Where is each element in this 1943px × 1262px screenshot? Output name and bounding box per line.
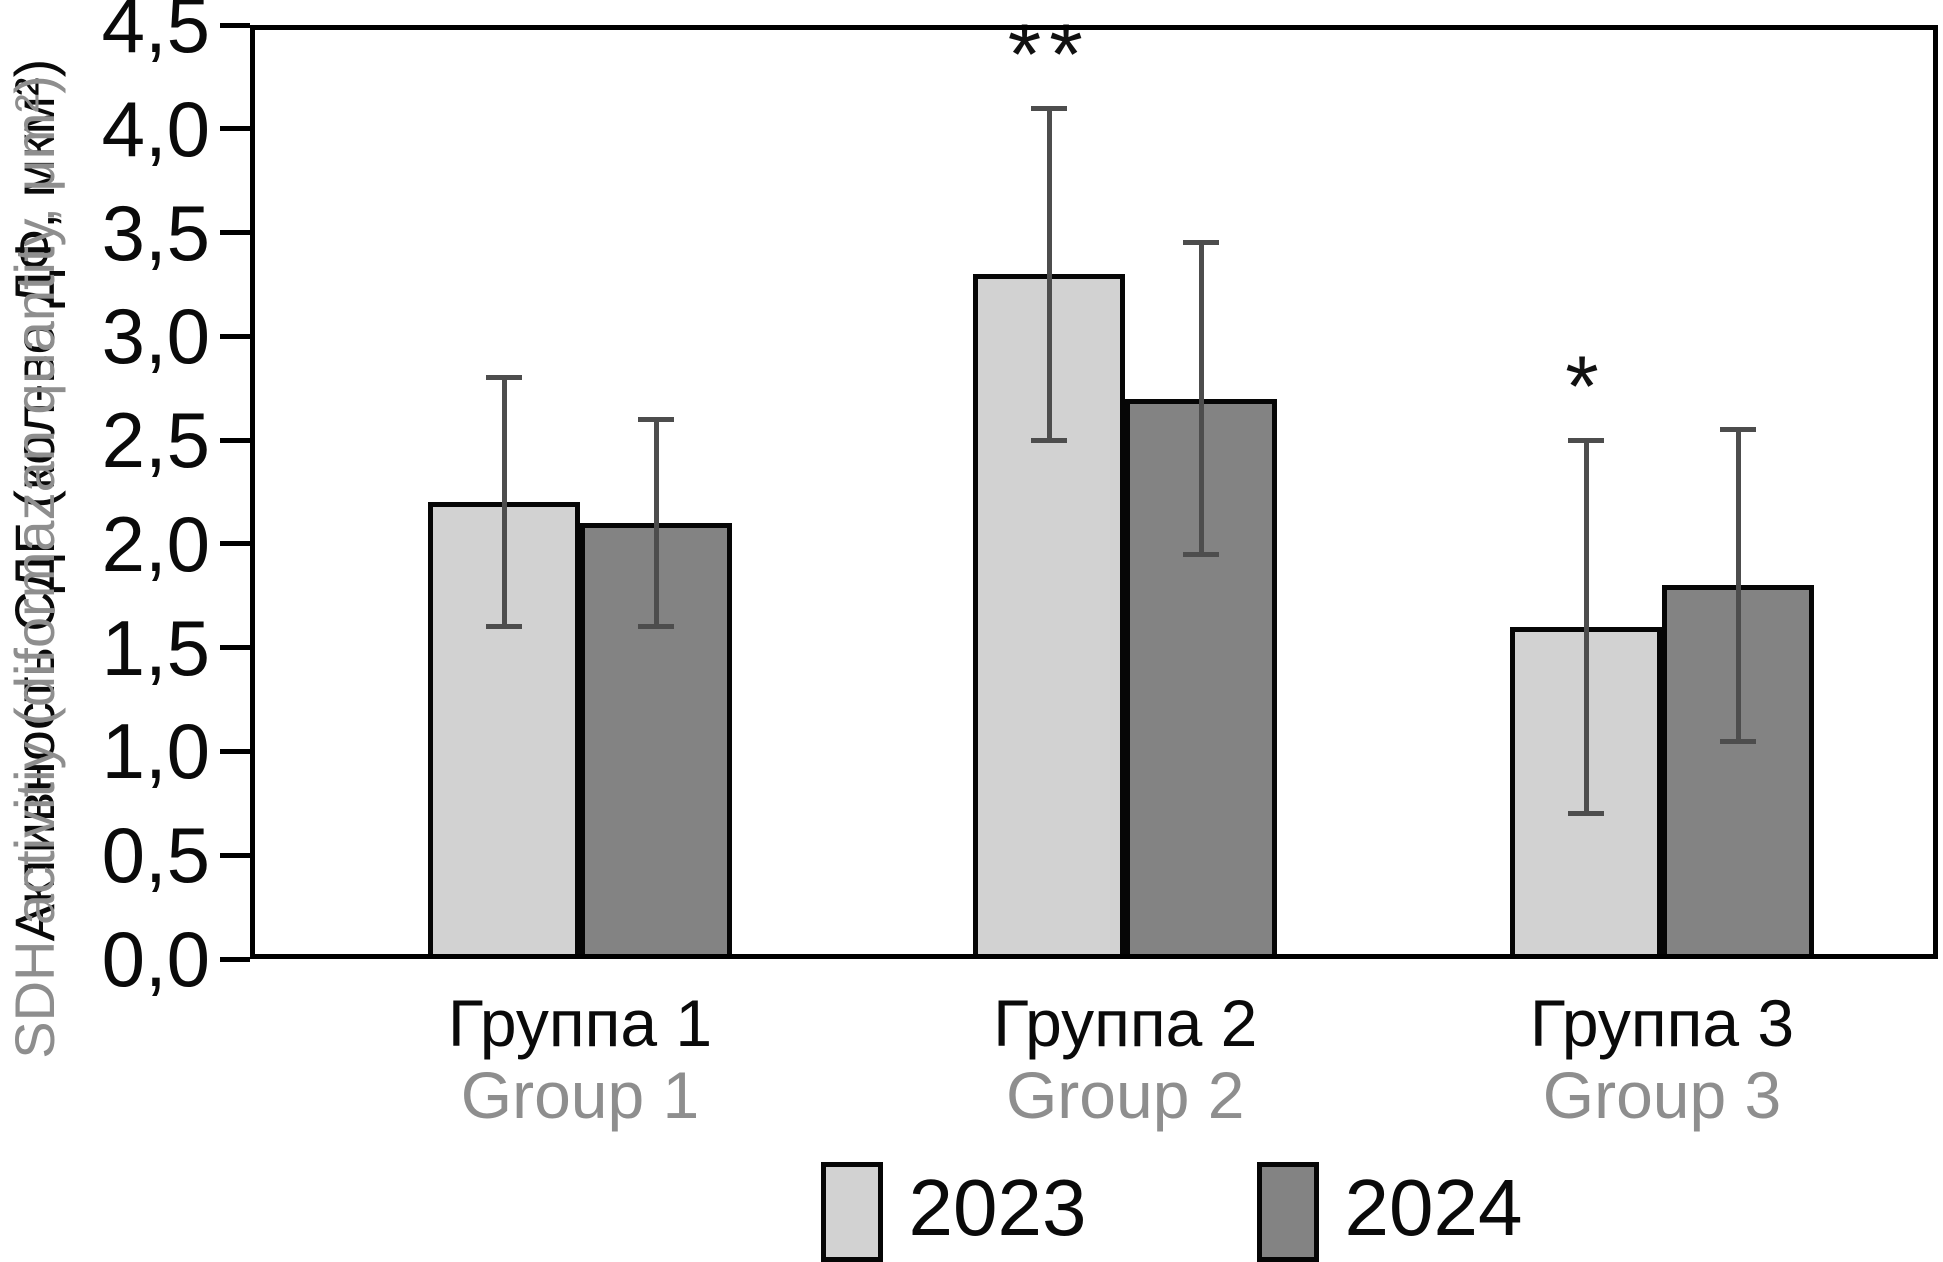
y-axis-tick-label: 1,0	[101, 707, 210, 796]
error-bar-cap-bottom	[1720, 738, 1756, 744]
y-axis-tick	[220, 437, 250, 443]
error-bar-cap-bottom	[1568, 811, 1604, 817]
x-category-group-2: Группа 2 Group 2	[815, 988, 1435, 1130]
y-axis-tick	[220, 956, 250, 962]
y-axis-tick	[220, 22, 250, 28]
legend-swatch-2023	[820, 1162, 883, 1262]
significance-marker: *	[1565, 339, 1607, 436]
error-bar-line	[1583, 440, 1589, 814]
error-bar-line	[1735, 429, 1741, 742]
error-bar-cap-top	[1720, 427, 1756, 433]
y-axis-tick-label: 4,5	[101, 0, 210, 69]
y-axis-tick	[220, 126, 250, 132]
bar-2024-group-1	[580, 523, 732, 959]
error-bar-cap-bottom	[486, 624, 522, 630]
legend-item-2023: 2023	[820, 1154, 1087, 1262]
y-axis-tick-label: 2,5	[101, 396, 210, 485]
y-axis-tick-label: 0,5	[101, 811, 210, 900]
y-axis-tick-label: 3,0	[101, 292, 210, 381]
y-axis-tick-label: 1,5	[101, 603, 210, 692]
error-bar-cap-bottom	[1031, 437, 1068, 443]
y-axis-label-english: SDH activitiy (diformazan quantity, μm²)	[3, 75, 66, 1059]
error-bar-cap-bottom	[1183, 551, 1220, 557]
error-bar-cap-bottom	[638, 624, 674, 630]
y-axis-tick	[220, 645, 250, 651]
y-axis-tick-label: 2,0	[101, 499, 210, 588]
error-bar-cap-top	[1183, 240, 1220, 246]
legend-swatch-2024	[1256, 1162, 1319, 1262]
error-bar-line	[501, 377, 507, 627]
legend-label-2023: 2023	[908, 1163, 1087, 1252]
y-axis-tick-label: 3,5	[101, 188, 210, 277]
y-axis-tick	[220, 333, 250, 339]
error-bar-cap-top	[486, 375, 522, 381]
error-bar-line	[653, 419, 659, 627]
error-bar-line	[1198, 242, 1204, 555]
x-category-label-ru: Группа 2	[993, 986, 1258, 1060]
x-category-label-en: Group 1	[460, 1058, 700, 1132]
legend-label-2024: 2024	[1344, 1163, 1523, 1252]
y-axis-tick	[220, 852, 250, 858]
legend: 2023 2024	[0, 1154, 1943, 1262]
error-bar-line	[1046, 108, 1052, 441]
x-category-label-ru: Группа 3	[1529, 986, 1795, 1060]
x-category-label-ru: Группа 1	[447, 986, 713, 1060]
y-axis-tick-label: 0,0	[101, 915, 210, 1003]
significance-marker: **	[1007, 7, 1091, 104]
x-category-label-en: Group 3	[1542, 1058, 1782, 1132]
error-bar-cap-top	[638, 416, 674, 422]
legend-item-2024: 2024	[1256, 1154, 1523, 1262]
x-category-label-en: Group 2	[1005, 1058, 1245, 1132]
error-bar-cap-top	[1031, 105, 1068, 111]
x-category-group-3: Группа 3 Group 3	[1352, 988, 1943, 1130]
y-axis-tick	[220, 748, 250, 754]
error-bar-cap-top	[1568, 437, 1604, 443]
y-axis-tick	[220, 230, 250, 236]
x-category-group-1: Группа 1 Group 1	[270, 988, 890, 1130]
y-axis-tick	[220, 541, 250, 547]
y-axis-tick-label: 4,0	[101, 84, 210, 173]
